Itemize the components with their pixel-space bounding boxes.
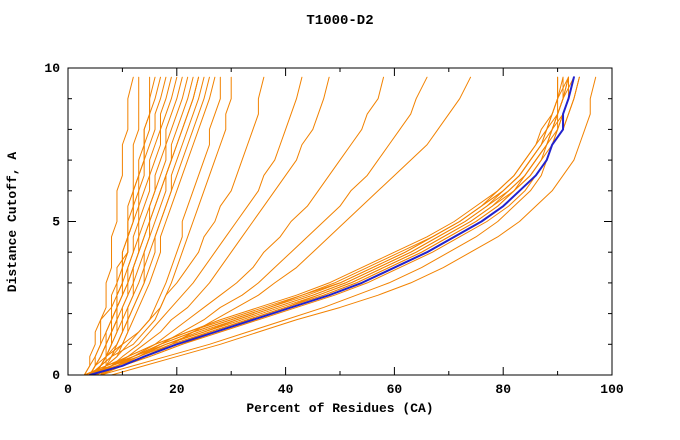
y-tick-label: 10	[44, 61, 60, 76]
axis-tick-labels: 0 20 40 60 80 100 0 5 10	[44, 61, 624, 397]
model-curve	[83, 76, 569, 375]
model-curve	[83, 76, 575, 375]
y-tick-label: 5	[52, 215, 60, 230]
model-curve	[83, 76, 564, 375]
model-curve	[94, 76, 172, 375]
model-curve	[100, 76, 303, 375]
x-tick-label: 80	[495, 382, 511, 397]
model-curve	[100, 76, 472, 375]
chart-title: T1000-D2	[306, 13, 373, 29]
model-curve	[94, 76, 194, 375]
model-curve	[89, 76, 210, 375]
model-curve	[111, 76, 597, 375]
model-curve	[94, 76, 216, 375]
x-axis-label: Percent of Residues (CA)	[246, 401, 433, 416]
x-tick-label: 60	[387, 382, 403, 397]
x-tick-label: 100	[600, 382, 624, 397]
curves-layer	[83, 76, 597, 375]
model-curve	[100, 76, 559, 375]
x-tick-label: 20	[169, 382, 185, 397]
x-tick-label: 40	[278, 382, 294, 397]
y-tick-label: 0	[52, 368, 60, 383]
model-curve	[94, 76, 330, 375]
y-axis-label: Distance Cutoff, A	[5, 152, 20, 293]
x-tick-label: 0	[64, 382, 72, 397]
model-curve	[94, 76, 428, 375]
highlighted-model-curve	[88, 76, 575, 375]
model-curve	[89, 76, 156, 375]
model-curve	[94, 76, 580, 375]
axis-ticks	[67, 67, 613, 376]
model-curve	[89, 76, 134, 375]
model-curve	[83, 76, 200, 375]
model-curve	[100, 76, 385, 375]
model-curve	[94, 76, 232, 375]
model-curve	[89, 76, 569, 375]
model-curve	[94, 76, 265, 375]
model-curve	[89, 76, 178, 375]
model-curve	[94, 76, 575, 375]
model-curve	[89, 76, 221, 375]
